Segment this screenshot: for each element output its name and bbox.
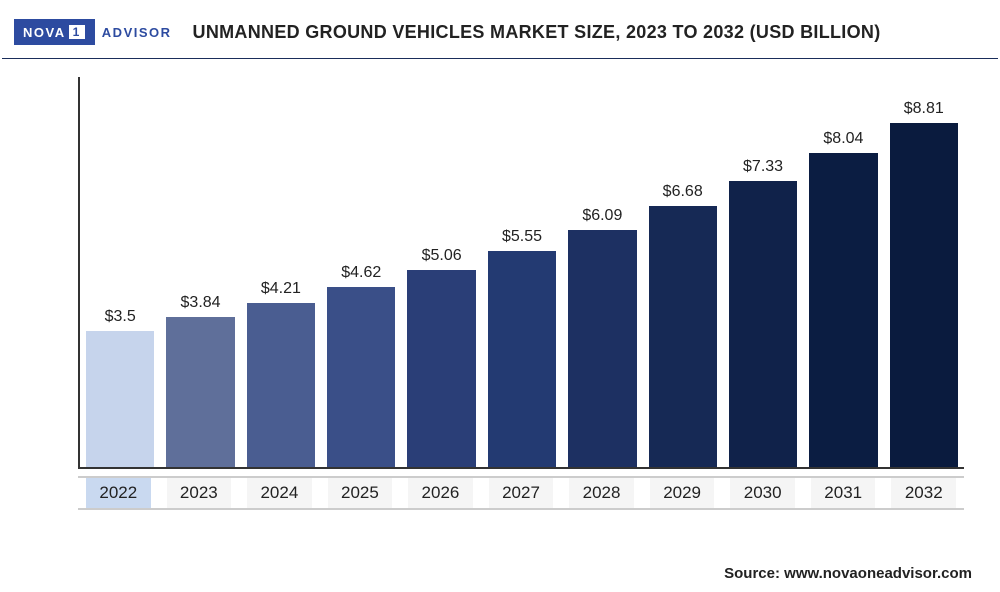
plot-area: $3.5 $3.84 $4.21 $4.62 $5.06 $5.55 $6.09 $6.68 $… [78,77,964,469]
bar-value-label: $6.09 [582,207,622,225]
bar [809,153,877,467]
bar-wrap: $5.55 [488,77,556,467]
bar-wrap: $6.68 [649,77,717,467]
bar-wrap: $5.06 [407,77,475,467]
header: NOVA 1 ADVISOR UNMANNED GROUND VEHICLES … [0,0,1000,58]
bar [327,287,395,467]
x-tick: 2024 [245,478,314,508]
logo-box: 1 [68,24,86,40]
logo-suffix: ADVISOR [95,20,181,45]
bar-value-label: $6.68 [663,183,703,201]
bar-chart: $3.5 $3.84 $4.21 $4.62 $5.06 $5.55 $6.09 $6.68 $… [78,77,964,525]
x-tick: 2025 [326,478,395,508]
x-tick: 2030 [728,478,797,508]
bar [890,123,958,467]
x-tick: 2028 [567,478,636,508]
bar [649,206,717,467]
x-tick: 2029 [648,478,717,508]
bar-value-label: $5.06 [422,247,462,265]
x-tick: 2026 [406,478,475,508]
bar-value-label: $4.62 [341,264,381,282]
bar-wrap: $4.62 [327,77,395,467]
x-tick: 2022 [84,478,153,508]
bar-value-label: $3.84 [181,294,221,312]
x-tick: 2031 [809,478,878,508]
logo-prefix: NOVA 1 [14,19,95,45]
bar-value-label: $3.5 [105,308,136,326]
bar [488,251,556,467]
bar [568,230,636,468]
bar-wrap: $7.33 [729,77,797,467]
bar-value-label: $8.04 [823,130,863,148]
bar [247,303,315,467]
source-label: Source: www.novaoneadvisor.com [724,565,972,582]
bar-value-label: $4.21 [261,280,301,298]
bar [166,317,234,467]
x-tick: 2027 [487,478,556,508]
bar-wrap: $8.04 [809,77,877,467]
bar-value-label: $7.33 [743,158,783,176]
chart-title: UNMANNED GROUND VEHICLES MARKET SIZE, 20… [193,22,881,43]
x-tick: 2023 [165,478,234,508]
bar-value-label: $8.81 [904,100,944,118]
bar-value-label: $5.55 [502,228,542,246]
bar-wrap: $3.5 [86,77,154,467]
bar-wrap: $4.21 [247,77,315,467]
bar [86,331,154,468]
bar [729,181,797,467]
x-tick: 2032 [889,478,958,508]
bar-wrap: $8.81 [890,77,958,467]
x-axis: 2022 2023 2024 2025 2026 2027 2028 2029 2030 2031… [78,476,964,510]
bar [407,270,475,467]
bar-wrap: $6.09 [568,77,636,467]
logo: NOVA 1 ADVISOR [14,18,181,46]
header-divider [2,58,998,59]
bar-wrap: $3.84 [166,77,234,467]
